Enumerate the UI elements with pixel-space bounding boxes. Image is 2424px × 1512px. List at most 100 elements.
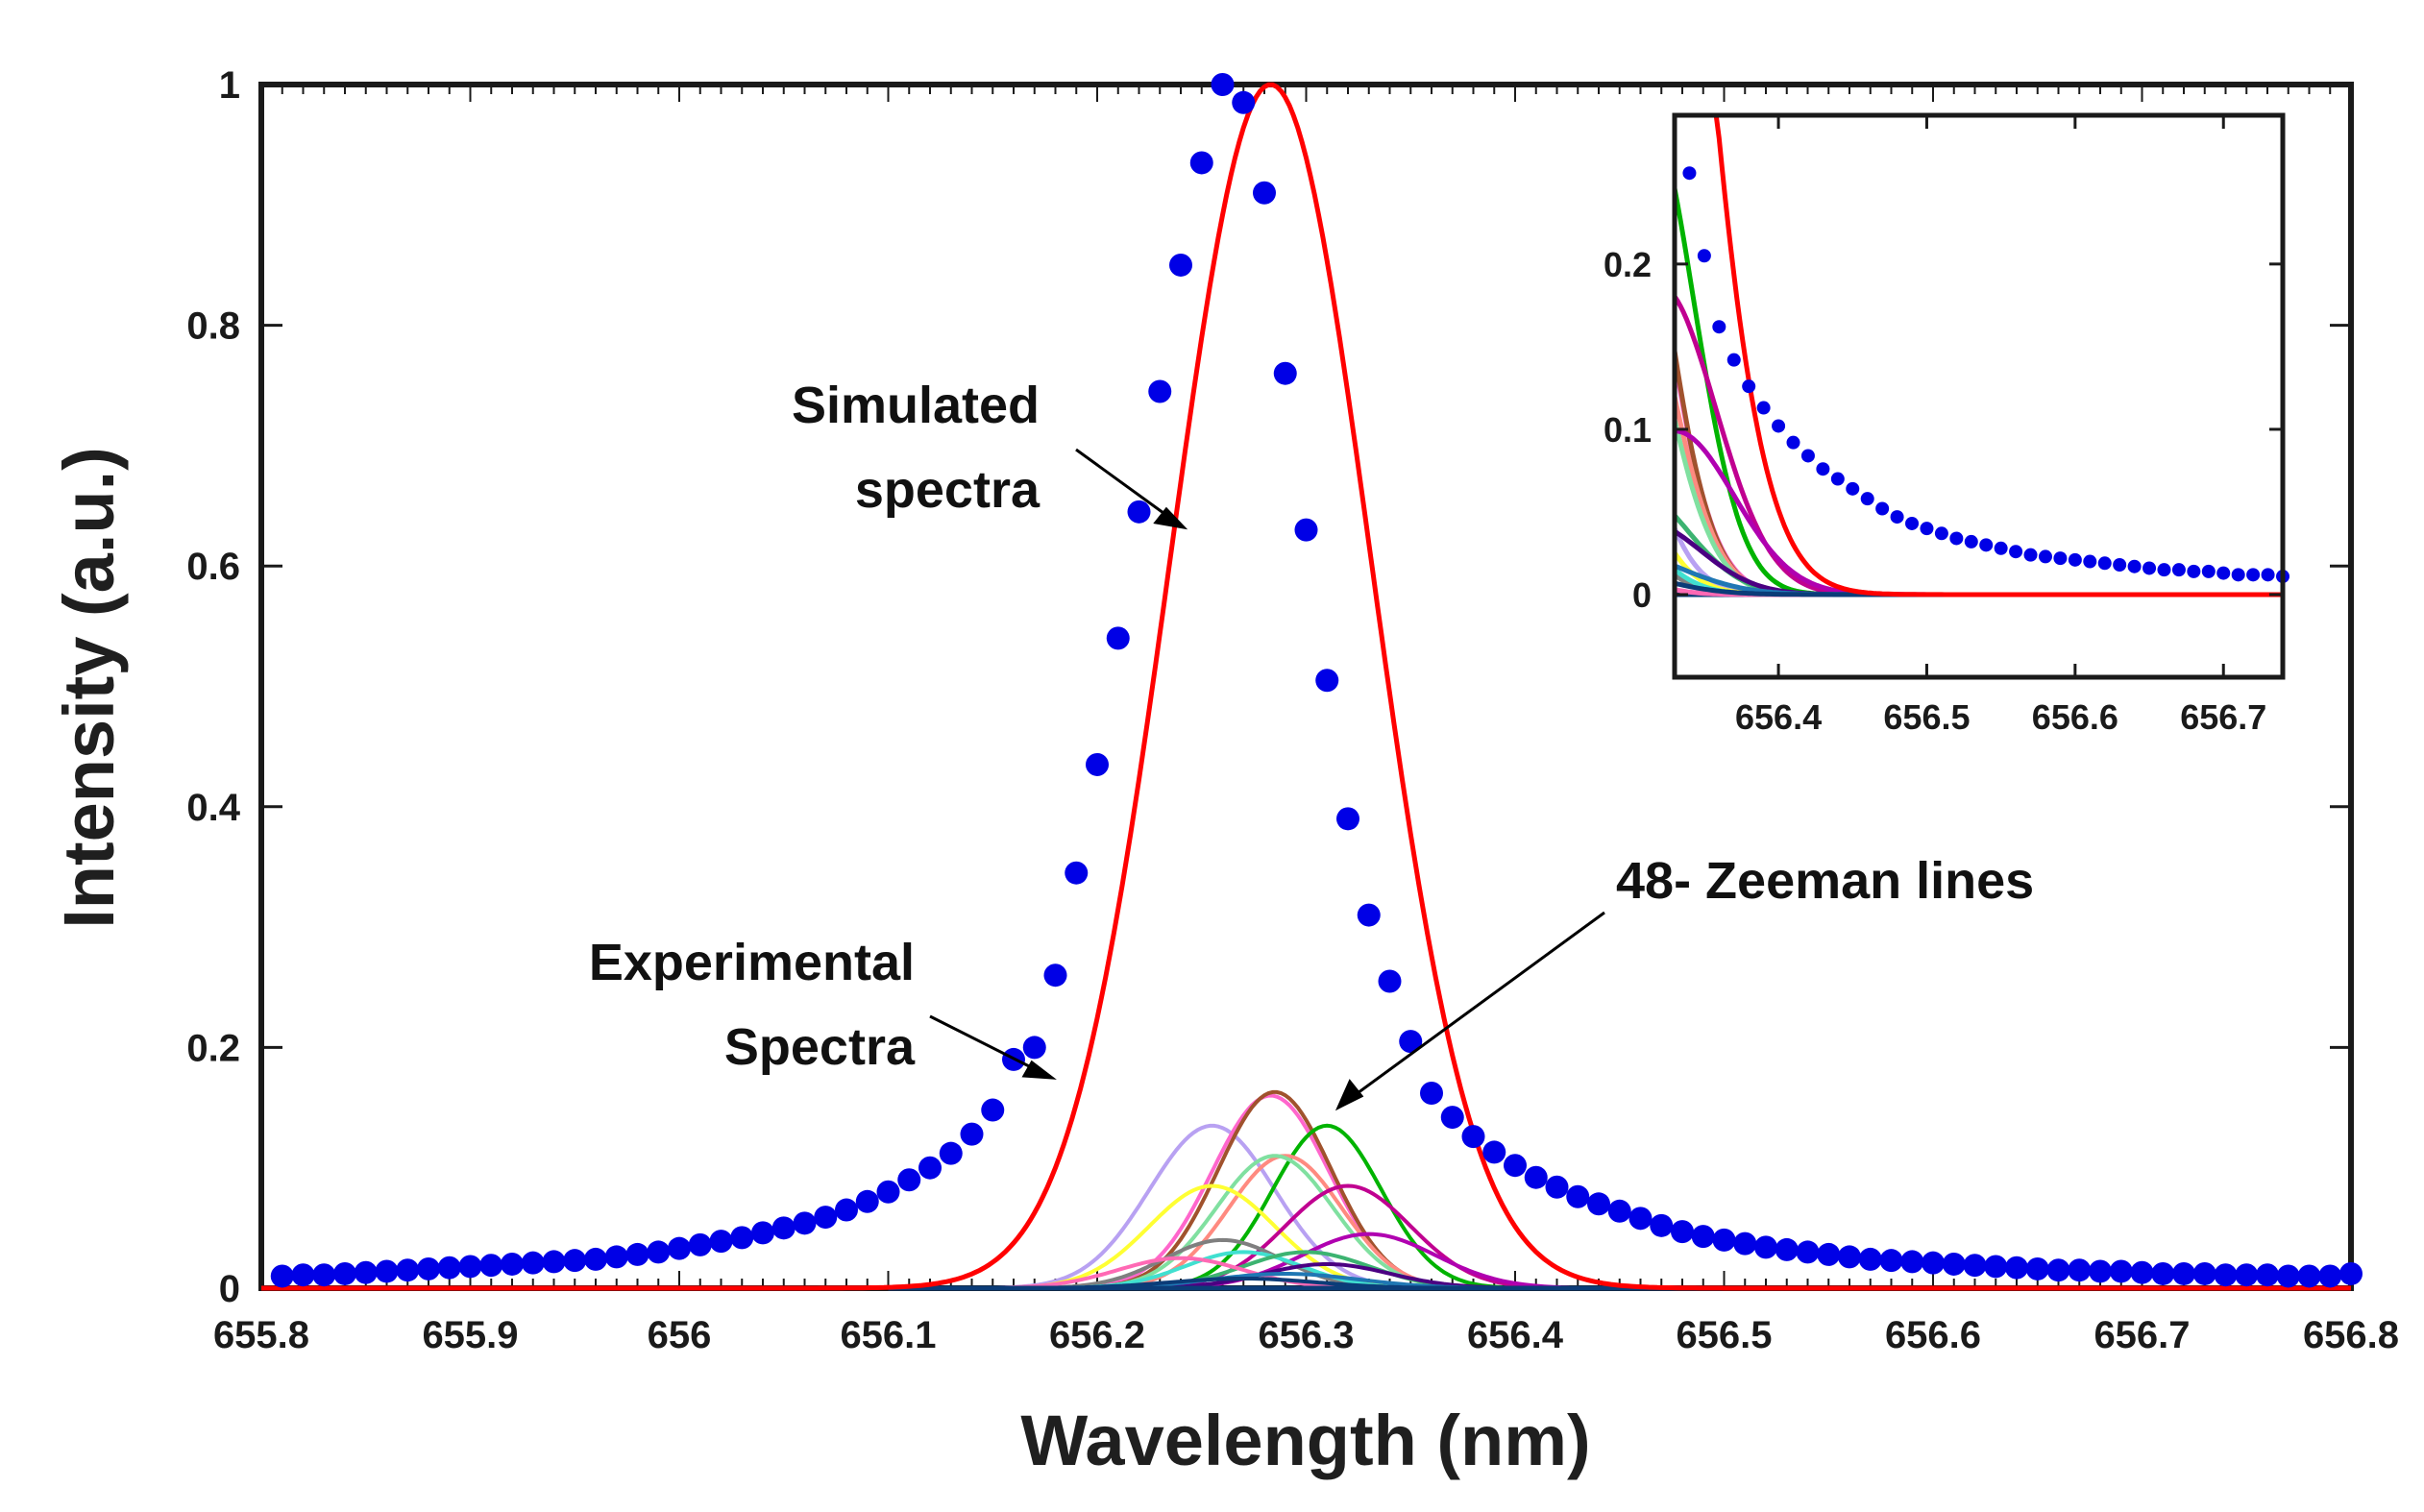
experimental-point <box>2089 1259 2112 1283</box>
experimental-point <box>1984 1255 2008 1279</box>
inset-frame <box>1672 112 2286 680</box>
inset-experimental-point <box>2157 563 2171 577</box>
experimental-point <box>604 1245 628 1269</box>
experimental-point <box>2005 1256 2028 1280</box>
inset-experimental-point <box>1979 538 1994 552</box>
inset-experimental-point <box>1949 531 1964 546</box>
inset-experimental-point <box>2187 564 2201 578</box>
experimental-point <box>771 1216 796 1240</box>
experimental-point <box>1628 1207 1653 1231</box>
experimental-point <box>1065 861 1089 885</box>
experimental-point <box>396 1258 420 1282</box>
inset-experimental-point <box>1772 419 1786 433</box>
experimental-point <box>1043 963 1067 988</box>
inset-experimental-point <box>2246 568 2261 582</box>
experimental-point <box>939 1141 963 1165</box>
experimental-point <box>1399 1030 1423 1054</box>
experimental-point <box>1504 1154 1527 1178</box>
inset-simulated-curve <box>1675 112 2283 597</box>
experimental-point <box>1922 1251 1945 1275</box>
inset-experimental-point <box>1964 534 1978 549</box>
inset-axis-ticks <box>1675 115 2283 677</box>
arrowhead-experimental <box>1021 1060 1057 1080</box>
experimental-point <box>1211 73 1235 96</box>
experimental-point <box>417 1256 440 1280</box>
zeeman-line <box>888 1093 1725 1290</box>
experimental-point <box>897 1168 921 1192</box>
inset-experimental-point <box>2113 558 2127 572</box>
experimental-point <box>1858 1247 1882 1271</box>
experimental-spectra-points <box>270 73 2363 1288</box>
zeeman-line <box>888 1089 1725 1290</box>
experimental-point <box>2109 1259 2133 1283</box>
experimental-point <box>2339 1261 2363 1285</box>
experimental-point <box>312 1263 336 1287</box>
experimental-point <box>1733 1232 1757 1256</box>
experimental-point <box>2130 1260 2154 1284</box>
inset-x-tick-label: 656.6 <box>2032 697 2118 737</box>
inset-axis-tick-labels: 656.4 656.5 656.6 656.7 0 0.1 0.2 <box>1604 245 2266 737</box>
y-tick-label: 1 <box>219 64 240 107</box>
arrow-zeeman <box>1346 911 1605 1103</box>
experimental-point <box>2256 1263 2279 1287</box>
x-tick-label: 656.5 <box>1676 1314 1772 1356</box>
inset-experimental-point <box>1697 249 1711 263</box>
x-tick-label: 656.1 <box>840 1314 936 1356</box>
inset-experimental-point <box>2171 563 2186 577</box>
annotation-simulated-line1: Simulated <box>792 377 1040 434</box>
experimental-point <box>876 1180 900 1204</box>
experimental-point <box>1086 752 1109 776</box>
inset-experimental-point <box>1712 320 1726 334</box>
experimental-point <box>1796 1240 1820 1264</box>
inset-experimental-point <box>1816 462 1830 476</box>
inset-experimental-point <box>2038 549 2052 564</box>
annotation-zeeman: 48- Zeeman lines <box>1616 852 2034 910</box>
inset-experimental-point <box>1920 522 1934 536</box>
inset-experimental-point <box>2053 551 2068 566</box>
x-axis-title: Wavelength (nm) <box>1020 1401 1590 1480</box>
experimental-point <box>835 1198 858 1222</box>
inset-experimental-point <box>2083 554 2097 569</box>
inset-x-tick-label: 656.5 <box>1883 697 1970 737</box>
experimental-point <box>1189 151 1213 175</box>
experimental-point <box>2214 1263 2238 1287</box>
inset-experimental-point <box>1756 401 1771 415</box>
experimental-point <box>668 1236 691 1260</box>
experimental-point <box>1106 626 1130 650</box>
experimental-point <box>458 1255 482 1279</box>
main-axis-tick-labels: 655.8 655.9 656 656.1 656.2 656.3 656.4 656.5 65… <box>186 64 2399 1356</box>
experimental-point <box>2297 1264 2321 1288</box>
x-tick-label: 656.7 <box>2093 1314 2190 1356</box>
experimental-point <box>2276 1264 2300 1288</box>
experimental-point <box>1022 1036 1046 1060</box>
y-tick-label: 0 <box>219 1268 240 1310</box>
experimental-point <box>1461 1125 1485 1149</box>
experimental-point <box>1775 1237 1799 1261</box>
inset-experimental-point <box>2097 556 2112 571</box>
experimental-point <box>1524 1165 1548 1189</box>
experimental-point <box>918 1156 942 1180</box>
experimental-point <box>479 1254 503 1278</box>
y-tick-label: 0.8 <box>186 305 240 348</box>
experimental-point <box>688 1232 712 1256</box>
arrow-simulated <box>1075 448 1175 523</box>
x-tick-label: 656.2 <box>1049 1314 1145 1356</box>
experimental-point <box>2068 1258 2092 1282</box>
experimental-point <box>270 1264 294 1288</box>
inset-y-tick-label: 0 <box>1632 575 1652 615</box>
inset-experimental-point <box>2009 545 2023 559</box>
inset-y-tick-label: 0.2 <box>1604 245 1652 284</box>
x-tick-label: 656.4 <box>1467 1314 1564 1356</box>
arrow-experimental <box>929 1014 1043 1075</box>
experimental-point <box>1942 1252 1966 1276</box>
experimental-point <box>2046 1258 2070 1282</box>
experimental-point <box>1879 1249 1903 1273</box>
inset-experimental-point <box>1742 379 1756 394</box>
inset-experimental-point <box>1994 541 2008 555</box>
experimental-point <box>1440 1106 1464 1130</box>
experimental-point <box>437 1256 461 1280</box>
inset-experimental-point <box>1682 166 1697 181</box>
inset-experimental-point <box>1846 481 1860 496</box>
experimental-point <box>751 1221 774 1245</box>
y-axis-title: Intensity (a.u.) <box>49 447 129 929</box>
